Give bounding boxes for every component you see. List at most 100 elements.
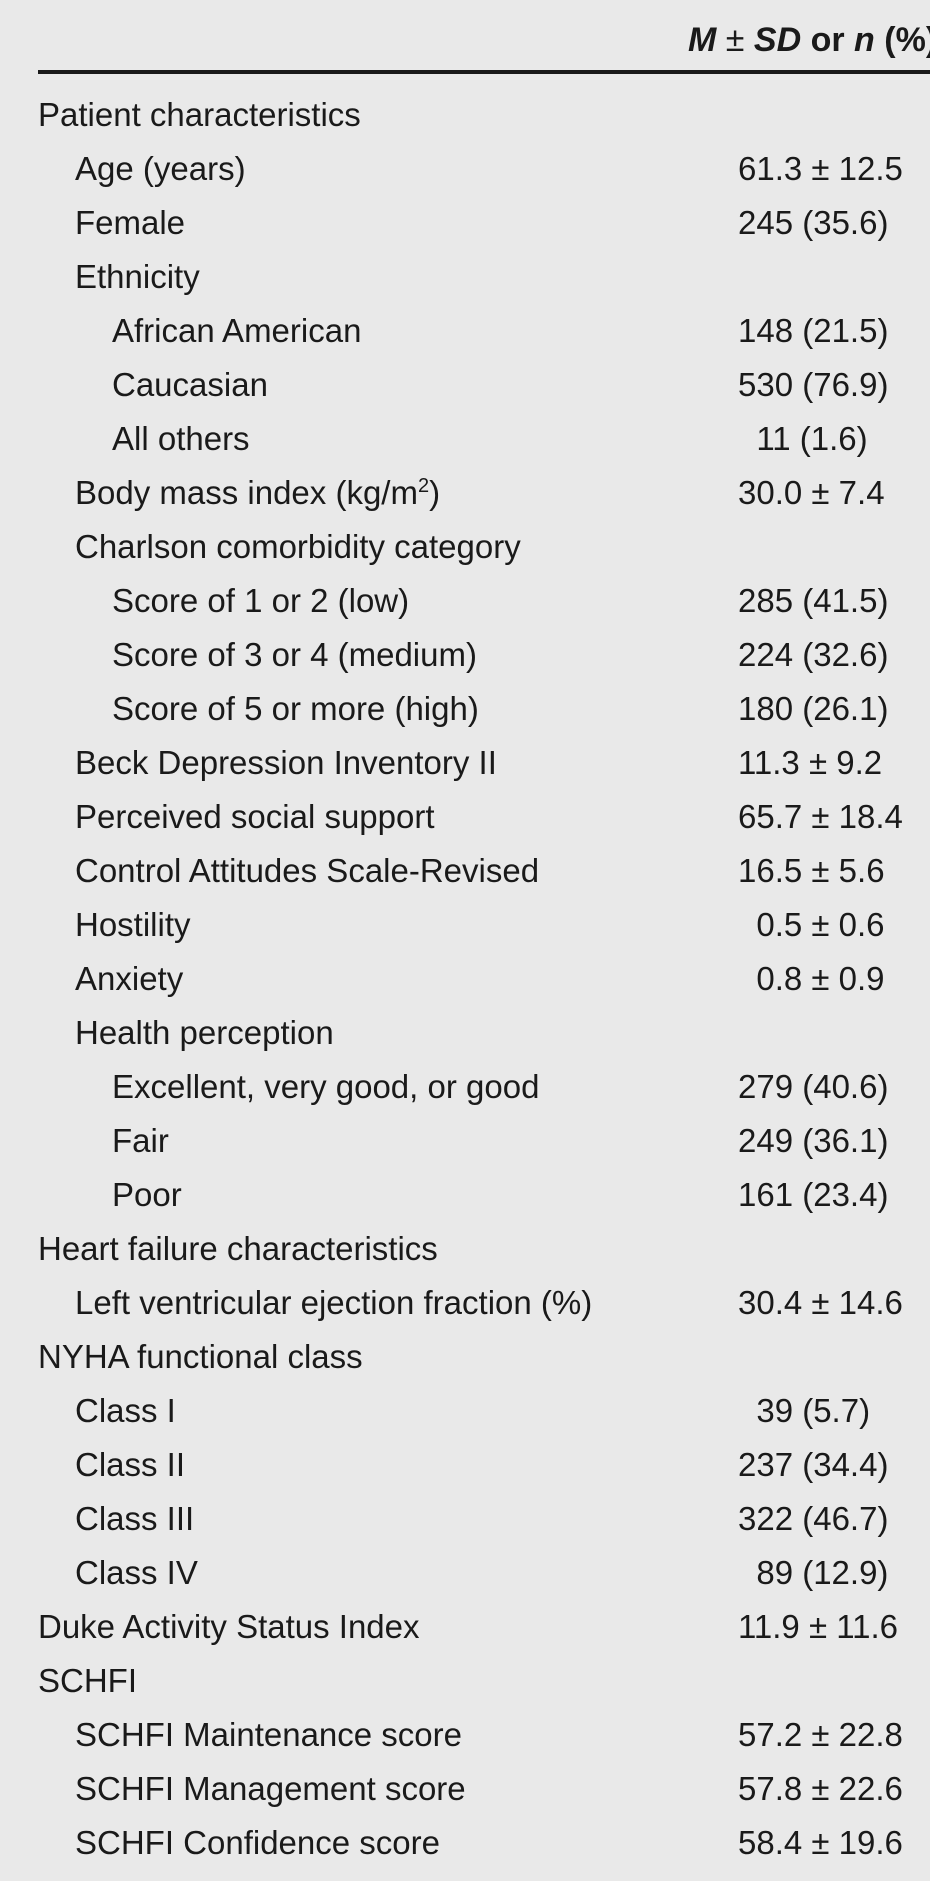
row-label: Class IV xyxy=(75,1546,198,1600)
row-label-superscript: 2 xyxy=(417,475,430,497)
row-label-text: Patient characteristics xyxy=(38,96,361,133)
row-label: Fair xyxy=(112,1114,169,1168)
table-row: Control Attitudes Scale-Revised 16.5 ± 5.… xyxy=(0,844,930,898)
table-row: Score of 5 or more (high) 180 (26.1) xyxy=(0,682,930,736)
row-label-text: Caucasian xyxy=(112,366,268,403)
table-row: SCHFI Management score 57.8 ± 22.6 xyxy=(0,1762,930,1816)
table-row: Class II 237 (34.4) xyxy=(0,1438,930,1492)
row-label-text: SCHFI xyxy=(38,1662,137,1699)
row-label: NYHA functional class xyxy=(38,1330,363,1384)
table-row: Heart failure characteristics xyxy=(0,1222,930,1276)
row-label: Class I xyxy=(75,1384,176,1438)
row-value: 30.4 ± 14.6 xyxy=(738,1284,903,1321)
row-label-text: Anxiety xyxy=(75,960,184,997)
table-row: Patient characteristics xyxy=(0,88,930,142)
row-label: Control Attitudes Scale-Revised xyxy=(75,844,539,898)
table-row: Class IV 89 (12.9) xyxy=(0,1546,930,1600)
row-label-text: SCHFI Management score xyxy=(75,1770,466,1807)
table-row: All others 11 (1.6) xyxy=(0,412,930,466)
row-label: Patient characteristics xyxy=(38,88,361,142)
row-label-suffix: ) xyxy=(429,474,441,511)
row-label-text: All others xyxy=(112,420,250,457)
table-row: Hostility 0.5 ± 0.6 xyxy=(0,898,930,952)
row-label: Health perception xyxy=(75,1006,334,1060)
row-label: Class II xyxy=(75,1438,185,1492)
row-label: Class III xyxy=(75,1492,194,1546)
table-row: Ethnicity xyxy=(0,250,930,304)
table-row: SCHFI Confidence score 58.4 ± 19.6 xyxy=(0,1816,930,1870)
row-value: 65.7 ± 18.4 xyxy=(738,798,903,835)
table-body: Patient characteristics Age (years) 61.3 ±… xyxy=(0,88,930,1870)
table-row: Charlson comorbidity category xyxy=(0,520,930,574)
row-label: Hostility xyxy=(75,898,191,952)
row-label: SCHFI Confidence score xyxy=(75,1816,440,1870)
row-value: 16.5 ± 5.6 xyxy=(738,852,885,889)
table-row: Poor 161 (23.4) xyxy=(0,1168,930,1222)
table-row: Class I 39 (5.7) xyxy=(0,1384,930,1438)
row-label-text: Duke Activity Status Index xyxy=(38,1608,420,1645)
table-row: Age (years) 61.3 ± 12.5 xyxy=(0,142,930,196)
table-row: Perceived social support 65.7 ± 18.4 xyxy=(0,790,930,844)
table-row: Score of 3 or 4 (medium) 224 (32.6) xyxy=(0,628,930,682)
column-header: M ± SD or n (%) xyxy=(688,18,930,62)
row-label-text: Score of 3 or 4 (medium) xyxy=(112,636,477,673)
row-label: Duke Activity Status Index xyxy=(38,1600,420,1654)
table-row: Caucasian 530 (76.9) xyxy=(0,358,930,412)
row-value: 0.8 ± 0.9 xyxy=(738,960,885,997)
row-value: 530 (76.9) xyxy=(738,366,889,403)
row-value: 11.9 ± 11.6 xyxy=(738,1608,899,1645)
row-label: SCHFI xyxy=(38,1654,137,1708)
table-row: Score of 1 or 2 (low) 285 (41.5) xyxy=(0,574,930,628)
row-label-text: Class III xyxy=(75,1500,195,1537)
row-value: 0.5 ± 0.6 xyxy=(738,906,885,943)
table-row: NYHA functional class xyxy=(0,1330,930,1384)
row-label-text: Beck Depression Inventory II xyxy=(75,744,497,781)
header-m: M xyxy=(688,21,717,59)
row-label: Score of 5 or more (high) xyxy=(112,682,479,736)
row-label: Ethnicity xyxy=(75,250,200,304)
row-label-text: NYHA functional class xyxy=(38,1338,363,1375)
row-value: 322 (46.7) xyxy=(738,1500,889,1537)
table-row: Excellent, very good, or good 279 (40.6) xyxy=(0,1060,930,1114)
row-value: 89 (12.9) xyxy=(738,1554,889,1591)
row-label-text: Control Attitudes Scale-Revised xyxy=(75,852,540,889)
row-label: Beck Depression Inventory II xyxy=(75,736,497,790)
row-label: Body mass index (kg/m2) xyxy=(75,466,440,520)
table-row: SCHFI xyxy=(0,1654,930,1708)
table-header: M ± SD or n (%) xyxy=(0,0,930,74)
header-rule xyxy=(38,70,930,74)
row-value: 180 (26.1) xyxy=(738,690,889,727)
header-pm: ± xyxy=(716,21,754,59)
row-value: 249 (36.1) xyxy=(738,1122,889,1159)
row-label: Excellent, very good, or good xyxy=(112,1060,539,1114)
header-pct: (%) xyxy=(884,21,930,59)
row-value: 245 (35.6) xyxy=(738,204,889,241)
row-value: 57.2 ± 22.8 xyxy=(738,1716,903,1753)
row-label-text: Heart failure characteristics xyxy=(38,1230,438,1267)
row-label-text: SCHFI Confidence score xyxy=(75,1824,440,1861)
row-value: 224 (32.6) xyxy=(738,636,889,673)
row-label-text: Class IV xyxy=(75,1554,198,1591)
row-label-text: Age (years) xyxy=(75,150,246,187)
row-label-text: Score of 5 or more (high) xyxy=(112,690,479,727)
row-label-text: Ethnicity xyxy=(75,258,200,295)
row-label-text: Excellent, very good, or good xyxy=(112,1068,540,1105)
row-value: 57.8 ± 22.6 xyxy=(738,1770,903,1807)
row-label-text: African American xyxy=(112,312,362,349)
row-label: Heart failure characteristics xyxy=(38,1222,438,1276)
row-label: Score of 1 or 2 (low) xyxy=(112,574,409,628)
header-sd: SD xyxy=(753,21,802,59)
table-row: Beck Depression Inventory II 11.3 ± 9.2 xyxy=(0,736,930,790)
row-label: Poor xyxy=(112,1168,182,1222)
row-label: Caucasian xyxy=(112,358,268,412)
row-label: Left ventricular ejection fraction (%) xyxy=(75,1276,592,1330)
row-value: 58.4 ± 19.6 xyxy=(738,1824,903,1861)
row-value: 279 (40.6) xyxy=(738,1068,889,1105)
row-value: 39 (5.7) xyxy=(738,1392,871,1429)
row-label: SCHFI Maintenance score xyxy=(75,1708,462,1762)
table-row: Left ventricular ejection fraction (%) 30… xyxy=(0,1276,930,1330)
row-label-text: Female xyxy=(75,204,186,241)
row-label: Anxiety xyxy=(75,952,183,1006)
table-row: Female 245 (35.6) xyxy=(0,196,930,250)
